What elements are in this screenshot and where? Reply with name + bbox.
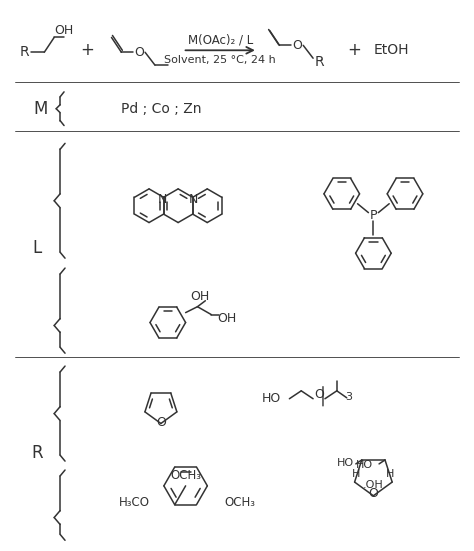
Text: OH: OH xyxy=(55,24,73,37)
Text: Pd ; Co ; Zn: Pd ; Co ; Zn xyxy=(121,102,201,116)
Text: +: + xyxy=(347,41,362,60)
Text: N: N xyxy=(158,193,167,206)
Text: 3: 3 xyxy=(345,392,352,402)
Text: EtOH: EtOH xyxy=(374,44,409,57)
Text: O: O xyxy=(292,39,302,52)
Text: O: O xyxy=(156,416,166,429)
Text: L: L xyxy=(33,239,42,257)
Text: OH: OH xyxy=(218,312,237,325)
Text: H: H xyxy=(386,469,394,479)
Text: R: R xyxy=(314,55,324,69)
Text: HO: HO xyxy=(262,392,282,405)
Text: +: + xyxy=(80,41,94,60)
Text: Solvent, 25 °C, 24 h: Solvent, 25 °C, 24 h xyxy=(164,55,276,65)
Text: HO: HO xyxy=(356,460,373,470)
Text: M(OAc)₂ / L: M(OAc)₂ / L xyxy=(188,34,253,47)
Text: O: O xyxy=(134,46,144,59)
Text: .OH: .OH xyxy=(363,480,383,490)
Text: OCH₃: OCH₃ xyxy=(224,496,255,509)
Text: O: O xyxy=(314,388,324,401)
Text: R: R xyxy=(32,444,43,462)
Text: HO: HO xyxy=(337,458,354,468)
Text: H: H xyxy=(352,469,361,479)
Text: OCH₃: OCH₃ xyxy=(170,469,201,483)
Text: O: O xyxy=(368,487,378,500)
Text: N: N xyxy=(189,193,198,206)
Text: R: R xyxy=(20,45,29,60)
Text: M: M xyxy=(33,100,47,118)
Text: H₃CO: H₃CO xyxy=(119,496,150,509)
Text: OH: OH xyxy=(190,290,209,303)
Text: P: P xyxy=(370,209,377,222)
